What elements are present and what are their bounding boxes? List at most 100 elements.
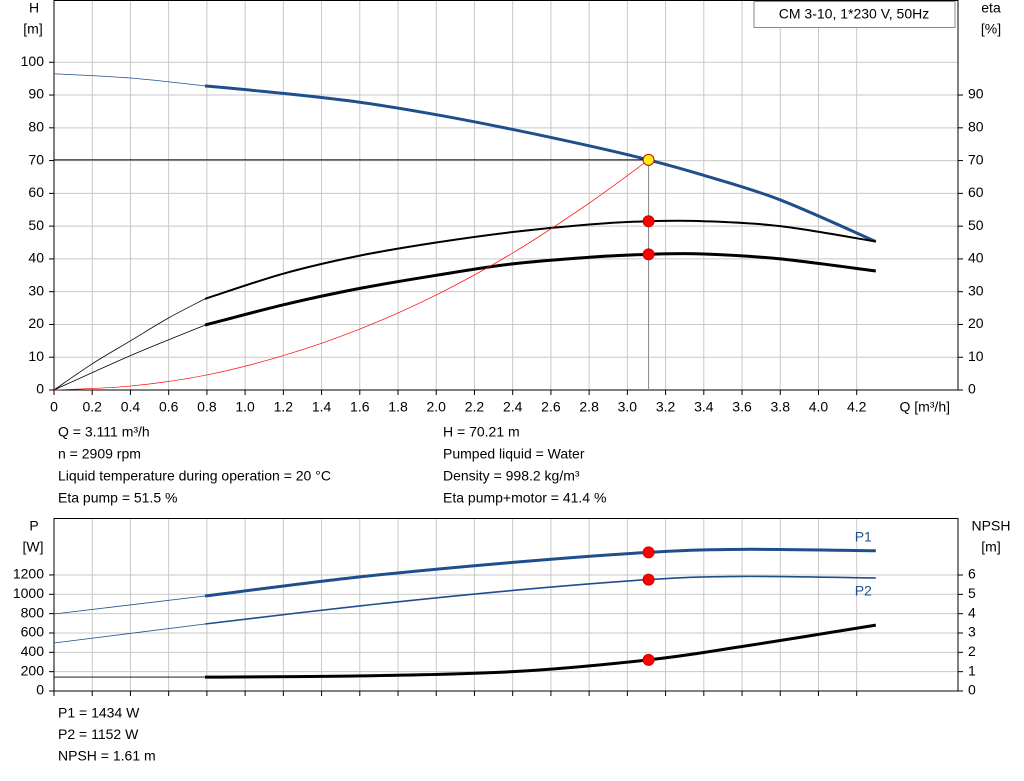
x-tick-label: 0.2 — [82, 399, 102, 415]
info-text: Eta pump = 51.5 % — [58, 490, 177, 506]
info-text: n = 2909 rpm — [58, 446, 141, 462]
x-tick-label: 3.6 — [732, 399, 752, 415]
curve — [204, 575, 876, 625]
title-box — [753, 1, 956, 28]
info-text: Q = 3.111 m³/h — [58, 424, 150, 440]
info-text: Density = 998.2 kg/m³ — [443, 468, 580, 484]
y-axis-unit: [W] — [23, 539, 44, 555]
series-label: P1 — [855, 528, 872, 544]
curve — [53, 623, 206, 644]
x-tick-label: 2.2 — [465, 399, 485, 415]
y-tick-label: 100 — [21, 53, 45, 69]
chart-panel: 0 0.2 0.4 0.6 0.8 1.0 1.2 1.4 1.6 1.8 2.0 2.2 2.4 2.6… — [21, 0, 1001, 506]
y2-tick-label: 70 — [968, 151, 984, 167]
y2-axis-unit: [m] — [981, 539, 1000, 555]
y2-tick-label: 50 — [968, 217, 984, 233]
curve — [204, 219, 876, 300]
y2-axis-unit: [%] — [981, 21, 1001, 37]
y-tick-label: 90 — [28, 86, 44, 102]
x-tick-label: 4.0 — [809, 399, 829, 415]
x-tick-label: 2.6 — [541, 399, 561, 415]
info-text: Eta pump+motor = 41.4 % — [443, 490, 606, 506]
y2-tick-label: 80 — [968, 119, 984, 135]
x-tick-label: 1.2 — [274, 399, 294, 415]
y2-tick-label: 0 — [968, 381, 976, 397]
y2-tick-label: 60 — [968, 184, 984, 200]
x-tick-label: 1.4 — [312, 399, 332, 415]
y-axis-unit: [m] — [23, 21, 42, 37]
curve — [53, 595, 206, 615]
x-tick-label: 0.4 — [121, 399, 141, 415]
y-tick-label: 80 — [28, 119, 44, 135]
x-tick-label: 1.0 — [235, 399, 255, 415]
info-text: P1 = 1434 W — [58, 705, 140, 721]
x-tick-label: 3.2 — [656, 399, 676, 415]
y-tick-label: 40 — [28, 250, 44, 266]
series-label: P2 — [855, 583, 872, 599]
y-tick-label: 0 — [36, 682, 44, 698]
y-tick-label: 50 — [28, 217, 44, 233]
y-tick-label: 1000 — [13, 585, 44, 601]
y-axis-label: P — [29, 518, 38, 534]
info-text: NPSH = 1.61 m — [58, 748, 156, 764]
plot-frame — [53, 518, 959, 692]
y2-axis-label: NPSH — [972, 518, 1011, 534]
y-tick-label: 1200 — [13, 566, 44, 582]
y-tick-label: 200 — [21, 662, 45, 678]
x-tick-label: 4.2 — [847, 399, 867, 415]
operating-point — [642, 153, 655, 166]
curve — [53, 73, 206, 87]
y-tick-label: 70 — [28, 151, 44, 167]
info-text: H = 70.21 m — [443, 424, 520, 440]
operating-point — [642, 546, 655, 559]
y2-tick-label: 30 — [968, 282, 984, 298]
y-tick-label: 30 — [28, 282, 44, 298]
operating-point — [642, 573, 655, 586]
x-tick-label: 3.4 — [694, 399, 714, 415]
x-tick-label: 2.8 — [579, 399, 599, 415]
curve — [53, 324, 206, 391]
curve — [53, 298, 206, 391]
y2-tick-label: 6 — [968, 566, 976, 582]
x-tick-label: 1.6 — [350, 399, 370, 415]
y2-axis-label: eta — [981, 0, 1001, 16]
y-axis-label: H — [29, 0, 39, 16]
y2-tick-label: 3 — [968, 624, 976, 640]
info-text: Liquid temperature during operation = 20… — [58, 468, 331, 484]
y-tick-label: 60 — [28, 184, 44, 200]
chart-title: CM 3-10, 1*230 V, 50Hz — [779, 6, 929, 22]
y2-tick-label: 0 — [968, 682, 976, 698]
x-tick-label: 0 — [50, 399, 58, 415]
x-axis-label: Q [m³/h] — [899, 399, 950, 415]
curve — [53, 159, 649, 391]
y2-tick-label: 2 — [968, 643, 976, 659]
y-tick-label: 600 — [21, 624, 45, 640]
operating-point — [642, 215, 655, 228]
y-tick-label: 0 — [36, 381, 44, 397]
y2-tick-label: 5 — [968, 585, 976, 601]
x-tick-label: 2.0 — [427, 399, 447, 415]
y2-tick-label: 10 — [968, 348, 984, 364]
y2-tick-label: 90 — [968, 86, 984, 102]
y-tick-label: 400 — [21, 643, 45, 659]
info-text: P2 = 1152 W — [58, 726, 139, 742]
y-tick-label: 800 — [21, 604, 45, 620]
chart-panel: 0 200 400 600 800 1000 1200 0 1 2 3 4 5 6 P [W] NPSH [m] P… — [13, 518, 1011, 764]
y-tick-label: 20 — [28, 315, 44, 331]
curve — [204, 623, 877, 679]
y-tick-label: 10 — [28, 348, 44, 364]
x-tick-label: 0.6 — [159, 399, 179, 415]
y2-tick-label: 20 — [968, 315, 984, 331]
x-tick-label: 1.8 — [388, 399, 408, 415]
y2-tick-label: 1 — [968, 662, 976, 678]
curve — [204, 547, 876, 598]
info-text: Pumped liquid = Water — [443, 446, 585, 462]
x-tick-label: 3.0 — [618, 399, 638, 415]
curve — [204, 84, 877, 243]
plot-frame — [53, 0, 959, 391]
operating-point — [642, 653, 655, 666]
x-tick-label: 3.8 — [771, 399, 791, 415]
x-tick-label: 2.4 — [503, 399, 523, 415]
curve — [204, 252, 877, 327]
